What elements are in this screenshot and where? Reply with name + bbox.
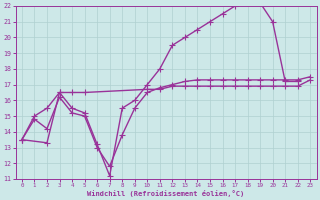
X-axis label: Windchill (Refroidissement éolien,°C): Windchill (Refroidissement éolien,°C): [87, 190, 245, 197]
